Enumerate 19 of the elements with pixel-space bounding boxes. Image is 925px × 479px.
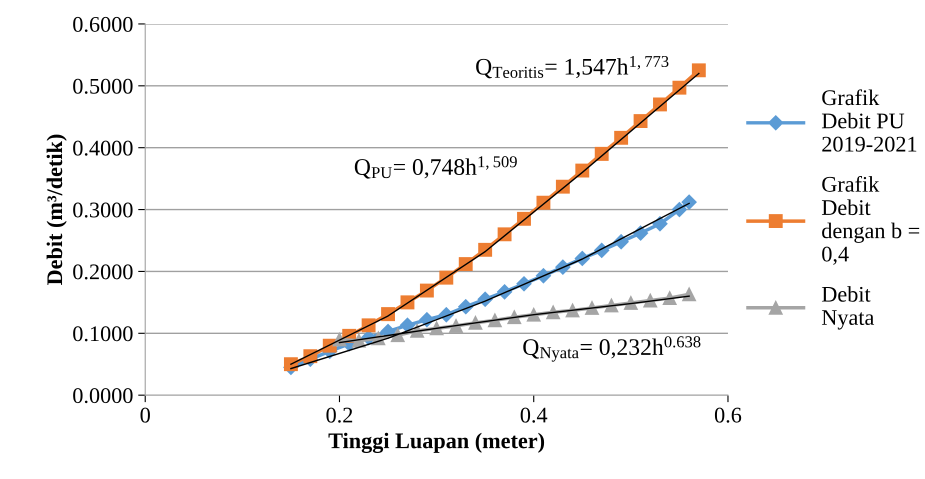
y-tick-label: 0.5000: [73, 78, 133, 94]
annotation: Q$_{Nyata}$= 0,232h$^{0.638}$: [523, 336, 700, 362]
x-tick-label: 0.6: [714, 408, 742, 423]
x-tick-label: 0.4: [520, 408, 548, 423]
legend-label: Grafik Debit dengan b = 0,4: [822, 176, 920, 265]
x-axis-title: Tinggi Luapan (meter): [328, 432, 544, 454]
annotation: Q$_{PU}$= 0,748h$^{1,509}$: [354, 156, 517, 179]
x-tick-label: 0.2: [326, 408, 352, 423]
legend-label: Grafik Debit PU 2019-2021: [822, 89, 916, 152]
x-tick-label: 0: [140, 408, 150, 423]
y-tick-label: 0.0000: [73, 388, 133, 404]
y-tick-label: 0.4000: [73, 140, 133, 156]
y-tick-label: 0.3000: [73, 202, 133, 218]
y-axis-title: Debit (m³/detik): [46, 134, 67, 286]
legend-label: Debit Nyata: [822, 286, 874, 330]
y-tick-label: 0.6000: [73, 16, 133, 32]
annotation: Q$_{Teoritis}$= 1,547h$^{1,773}$: [476, 56, 668, 78]
y-tick-label: 0.1000: [73, 326, 133, 342]
y-tick-label: 0.2000: [73, 264, 133, 280]
